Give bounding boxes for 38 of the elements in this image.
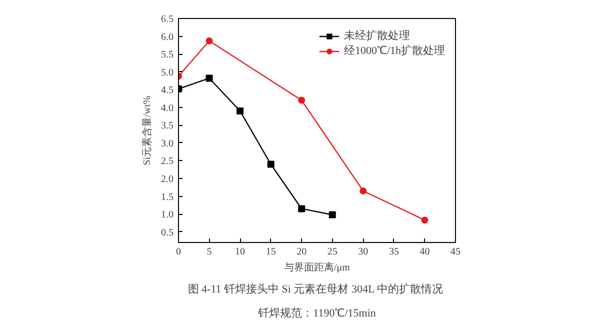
- y-tick-label: 4.0: [161, 102, 174, 114]
- y-tick-label: 3.0: [161, 138, 174, 150]
- point: [298, 205, 306, 212]
- legend-label: 经1000℃/1h扩散处理: [344, 44, 445, 58]
- x-axis-title: 与界面距离/μm: [284, 262, 350, 274]
- y-tick-label: 0.5: [161, 227, 174, 238]
- x-tick-label: 45: [450, 246, 460, 258]
- y-tick-label: 1.0: [161, 210, 174, 221]
- x-tick-label: 20: [296, 246, 307, 258]
- y-tick-label: 6.5: [161, 14, 174, 25]
- x-tick-label: 10: [235, 246, 246, 258]
- y-tick-label: 2.0: [161, 174, 174, 185]
- y-tick-label: 5.0: [161, 67, 174, 78]
- x-tick-label: 5: [206, 246, 212, 258]
- x-tick-label: 40: [420, 246, 430, 258]
- y-tick-label: 5.5: [161, 50, 174, 61]
- y-tick-label: 4.5: [161, 85, 174, 96]
- caption: 图 4-11 钎焊接头中 Si 元素在母材 304L 中的扩散情况: [188, 282, 444, 296]
- x-tick-label: 0: [176, 246, 181, 258]
- point: [267, 160, 274, 168]
- point: [360, 187, 367, 194]
- point: [421, 216, 428, 224]
- y-tick-label: 1.5: [161, 192, 174, 203]
- y-tick-label: 3.5: [161, 120, 174, 132]
- text: 钎焊规范：1190℃/15min: [257, 306, 376, 320]
- y-axis-title: Si元素含量/wt%: [141, 96, 153, 166]
- point: [206, 37, 213, 44]
- point: [328, 211, 336, 218]
- y-tick-label: 6.0: [161, 32, 174, 43]
- x-tick-label: 30: [358, 246, 368, 258]
- point: [206, 74, 213, 82]
- point: [236, 107, 244, 114]
- y-tick-label: 2.5: [161, 156, 174, 168]
- x-tick-label: 35: [388, 246, 399, 258]
- point: [298, 96, 306, 104]
- x-tick-label: 15: [266, 246, 276, 258]
- x-tick-label: 25: [327, 246, 338, 258]
- legend-label: 未经扩散处理: [344, 28, 410, 43]
